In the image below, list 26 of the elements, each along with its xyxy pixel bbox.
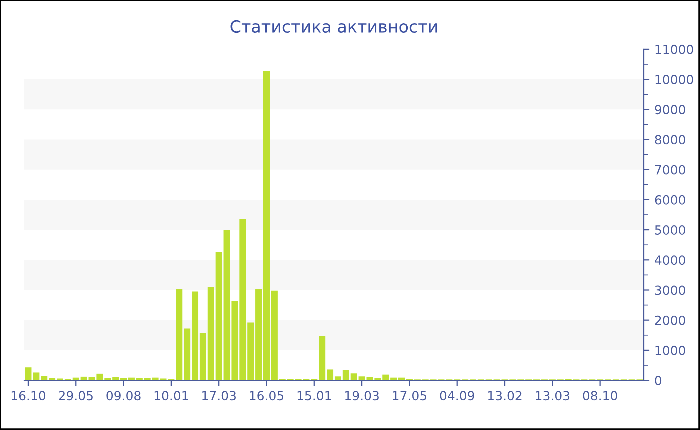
y-tick-label: 10000: [656, 75, 694, 84]
y-tick-label: 2000: [655, 316, 686, 326]
y-tick-label: 4000: [655, 256, 686, 266]
y-tick-label: 7000: [655, 165, 686, 175]
y-tick-label: 1000: [656, 346, 686, 356]
x-tick-label: 19.03: [346, 391, 379, 401]
x-tick-label: 13.02: [488, 391, 522, 401]
y-tick-label: 3000: [655, 286, 686, 296]
x-tick-label: 15.01: [298, 391, 332, 401]
x-tick-label: 16.05: [250, 391, 284, 401]
x-tick-label: 09.08: [106, 391, 141, 401]
chart-title: Статистика активности: [230, 20, 438, 34]
y-tick-label: 11000: [656, 44, 694, 54]
x-tick-label: 29.05: [59, 391, 93, 401]
x-tick-label: 16.10: [12, 391, 46, 401]
y-tick-label: 6000: [655, 195, 686, 205]
x-tick-label: 17.05: [393, 391, 427, 401]
y-tick-label: 0: [655, 376, 662, 386]
x-tick-label: 10.01: [154, 391, 188, 401]
y-tick-label: 8000: [655, 135, 686, 145]
x-tick-label: 08.10: [583, 391, 618, 401]
x-tick-label: 17.03: [202, 391, 236, 401]
x-tick-label: 13.03: [536, 391, 570, 401]
x-tick-label: 04.09: [440, 391, 474, 401]
y-tick-label: 9000: [655, 105, 686, 115]
y-tick-label: 5000: [655, 226, 686, 235]
